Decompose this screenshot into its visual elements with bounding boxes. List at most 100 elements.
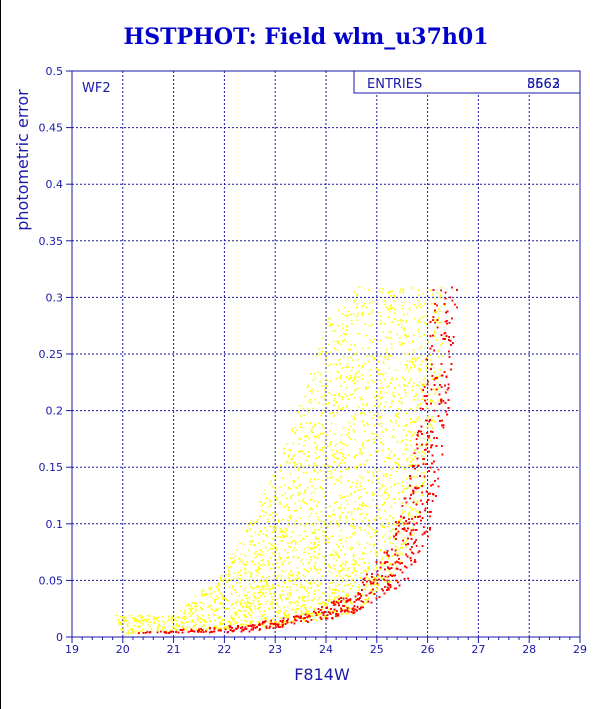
data-point bbox=[397, 464, 400, 467]
data-point bbox=[323, 389, 326, 391]
data-point bbox=[352, 359, 354, 362]
data-point bbox=[324, 593, 326, 595]
data-point bbox=[413, 499, 415, 501]
data-point bbox=[359, 526, 361, 529]
data-point bbox=[310, 428, 313, 430]
data-point bbox=[353, 527, 356, 530]
data-point bbox=[230, 566, 232, 568]
data-point bbox=[423, 378, 425, 381]
data-point bbox=[282, 536, 284, 538]
data-point bbox=[387, 308, 389, 310]
data-point bbox=[424, 377, 426, 379]
data-point bbox=[332, 535, 334, 537]
data-point bbox=[259, 580, 261, 582]
data-point bbox=[234, 555, 237, 557]
data-point bbox=[311, 523, 313, 525]
data-point bbox=[244, 619, 246, 622]
data-point bbox=[344, 564, 347, 567]
data-point bbox=[250, 574, 253, 577]
data-point bbox=[308, 515, 311, 518]
data-point bbox=[140, 625, 142, 628]
data-point bbox=[147, 614, 149, 617]
data-point bbox=[288, 545, 290, 548]
data-point bbox=[208, 604, 211, 607]
data-point bbox=[208, 588, 211, 590]
data-point bbox=[403, 378, 406, 381]
data-point bbox=[361, 420, 364, 423]
data-point bbox=[438, 308, 440, 310]
data-point bbox=[357, 312, 359, 315]
data-point bbox=[365, 386, 367, 389]
data-point bbox=[283, 620, 285, 623]
data-point bbox=[410, 475, 413, 477]
data-point bbox=[346, 503, 349, 506]
data-point bbox=[316, 569, 319, 571]
data-point bbox=[330, 567, 333, 570]
data-point bbox=[429, 423, 432, 426]
data-point bbox=[332, 509, 335, 512]
data-point bbox=[406, 487, 409, 490]
data-point bbox=[244, 602, 247, 604]
data-point bbox=[207, 606, 209, 608]
data-point bbox=[384, 526, 386, 529]
data-point bbox=[430, 425, 433, 427]
data-point bbox=[324, 507, 327, 510]
data-point bbox=[282, 593, 285, 596]
data-point bbox=[248, 583, 251, 585]
data-point bbox=[422, 293, 424, 295]
data-point bbox=[291, 458, 293, 460]
data-point bbox=[314, 541, 316, 544]
data-point bbox=[243, 613, 246, 616]
data-point bbox=[285, 614, 287, 617]
data-point bbox=[329, 582, 332, 584]
data-point bbox=[433, 371, 435, 374]
data-point bbox=[349, 575, 351, 578]
data-point bbox=[286, 443, 289, 445]
data-point bbox=[302, 599, 304, 601]
data-point bbox=[207, 627, 209, 629]
data-point bbox=[366, 422, 368, 424]
data-point bbox=[344, 540, 347, 542]
data-point bbox=[438, 375, 440, 378]
data-point bbox=[293, 547, 295, 549]
data-point bbox=[271, 544, 273, 547]
data-point bbox=[263, 580, 266, 582]
data-point bbox=[401, 304, 404, 307]
data-point bbox=[283, 613, 285, 616]
data-point bbox=[310, 541, 313, 544]
data-point bbox=[312, 531, 315, 533]
data-point bbox=[363, 570, 365, 572]
data-point bbox=[340, 335, 343, 337]
data-point bbox=[246, 529, 248, 531]
data-point bbox=[355, 454, 358, 456]
data-point bbox=[287, 456, 290, 458]
data-point bbox=[270, 596, 273, 598]
data-point bbox=[138, 620, 141, 623]
data-point bbox=[420, 391, 423, 393]
data-point bbox=[223, 619, 225, 621]
data-point bbox=[263, 515, 265, 517]
data-point bbox=[337, 506, 339, 509]
data-point bbox=[315, 457, 317, 459]
data-point bbox=[266, 518, 269, 520]
data-point bbox=[249, 522, 252, 524]
data-point bbox=[285, 621, 287, 624]
data-point bbox=[274, 593, 276, 595]
data-point bbox=[295, 612, 297, 614]
data-point bbox=[313, 462, 315, 464]
data-point bbox=[392, 498, 395, 500]
data-point bbox=[157, 626, 159, 628]
data-point bbox=[361, 374, 364, 376]
data-point bbox=[313, 546, 316, 549]
data-point bbox=[273, 475, 275, 477]
data-point bbox=[356, 293, 358, 295]
data-point bbox=[276, 499, 278, 501]
data-point bbox=[208, 614, 210, 616]
data-point bbox=[391, 555, 394, 557]
data-point bbox=[375, 580, 377, 583]
data-point bbox=[378, 360, 380, 363]
data-point bbox=[348, 567, 350, 570]
data-point bbox=[158, 624, 160, 627]
data-point bbox=[340, 481, 342, 484]
data-point bbox=[280, 529, 283, 531]
